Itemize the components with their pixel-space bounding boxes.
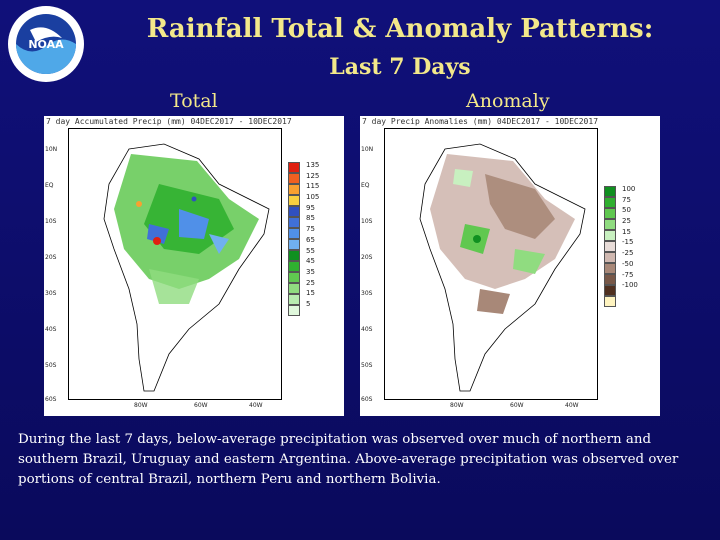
legend-swatch <box>288 250 300 261</box>
legend-swatch <box>604 252 616 263</box>
legend-label: 15 <box>622 227 631 236</box>
lat-label: 40S <box>45 326 57 333</box>
lon-label: 40W <box>249 402 263 409</box>
legend-swatch <box>288 283 300 294</box>
lat-label: 60S <box>361 396 373 403</box>
total-map-panel: 7 day Accumulated Precip (mm) 04DEC2017 … <box>44 116 344 416</box>
legend-swatch <box>604 197 616 208</box>
anomaly-heading: Anomaly <box>466 90 550 112</box>
total-map-header: 7 day Accumulated Precip (mm) 04DEC2017 … <box>46 117 292 126</box>
logo-text: NOAA <box>28 38 64 51</box>
legend-label: -100 <box>622 281 638 290</box>
legend-swatch <box>604 208 616 219</box>
legend-swatch <box>604 285 616 296</box>
legend-swatch <box>288 294 300 305</box>
legend-label <box>622 291 638 302</box>
lat-label: EQ <box>361 182 370 189</box>
legend-label: 135 <box>306 161 320 169</box>
total-heading: Total <box>170 90 218 112</box>
anomaly-legend <box>604 186 618 307</box>
legend-label: -75 <box>622 270 634 279</box>
legend-swatch <box>604 274 616 285</box>
slide-title: Rainfall Total & Anomaly Patterns: <box>146 14 654 44</box>
lat-label: 30S <box>361 290 373 297</box>
legend-label: -15 <box>622 238 634 247</box>
caption-text: During the last 7 days, below-average pr… <box>18 432 679 487</box>
legend-label: 85 <box>306 214 315 223</box>
lat-label: 30S <box>45 290 57 297</box>
lat-label: 10S <box>361 218 373 225</box>
legend-swatch <box>288 305 300 316</box>
anomaly-map-panel: 7 day Precip Anomalies (mm) 04DEC2017 - … <box>360 116 660 416</box>
legend-label: 25 <box>306 278 315 287</box>
lon-label: 80W <box>450 402 464 409</box>
lat-label: 10N <box>361 146 374 153</box>
anomaly-map-header: 7 day Precip Anomalies (mm) 04DEC2017 - … <box>362 117 599 126</box>
legend-swatch <box>604 263 616 274</box>
lat-label: 20S <box>361 254 373 261</box>
legend-swatch <box>288 195 300 206</box>
total-legend <box>288 162 302 316</box>
lat-label: 60S <box>45 396 57 403</box>
lon-label: 60W <box>510 402 524 409</box>
legend-swatch <box>288 239 300 250</box>
lat-label: 10N <box>45 146 58 153</box>
lat-label: 40S <box>361 326 373 333</box>
lat-label: EQ <box>45 182 54 189</box>
legend-label: 95 <box>306 203 315 212</box>
lon-label: 60W <box>194 402 208 409</box>
legend-swatch <box>288 184 300 195</box>
legend-swatch <box>288 217 300 228</box>
legend-swatch <box>288 261 300 272</box>
anomaly-map <box>384 128 598 400</box>
legend-label: 45 <box>306 257 315 266</box>
lat-label: 50S <box>45 362 57 369</box>
legend-swatch <box>604 230 616 241</box>
legend-label: 5 <box>306 299 311 308</box>
legend-swatch <box>288 228 300 239</box>
legend-swatch <box>604 219 616 230</box>
legend-label: -25 <box>622 249 634 258</box>
total-map <box>68 128 282 400</box>
legend-label: 75 <box>622 195 631 204</box>
legend-label: 15 <box>306 289 315 298</box>
legend-label: 35 <box>306 267 315 276</box>
lat-label: 50S <box>361 362 373 369</box>
lon-label: 40W <box>565 402 579 409</box>
legend-swatch <box>288 162 300 173</box>
legend-label: 50 <box>622 206 631 215</box>
lat-label: 20S <box>45 254 57 261</box>
slide-subtitle: Last 7 Days <box>329 54 471 80</box>
lon-label: 80W <box>134 402 148 409</box>
legend-swatch <box>288 272 300 283</box>
legend-label: 125 <box>306 171 320 180</box>
lat-label: 10S <box>45 218 57 225</box>
legend-label: 105 <box>306 193 320 202</box>
legend-label: 55 <box>306 246 315 255</box>
legend-label: 100 <box>622 185 636 193</box>
legend-label: 25 <box>622 217 631 226</box>
legend-swatch <box>288 173 300 184</box>
legend-label: -50 <box>622 259 634 268</box>
legend-swatch <box>604 241 616 252</box>
legend-swatch <box>604 186 616 197</box>
legend-swatch <box>604 296 616 307</box>
legend-swatch <box>288 206 300 217</box>
legend-label: 65 <box>306 235 315 244</box>
legend-label: 75 <box>306 225 315 234</box>
legend-label: 115 <box>306 182 320 191</box>
noaa-logo-icon: NOAA <box>8 6 84 82</box>
total-legend-labels: 135 125 115 105 95 85 75 65 55 45 35 25 … <box>306 160 319 310</box>
anomaly-legend-labels: 100 75 50 25 15 -15 -25 -50 -75 -100 <box>622 184 638 302</box>
